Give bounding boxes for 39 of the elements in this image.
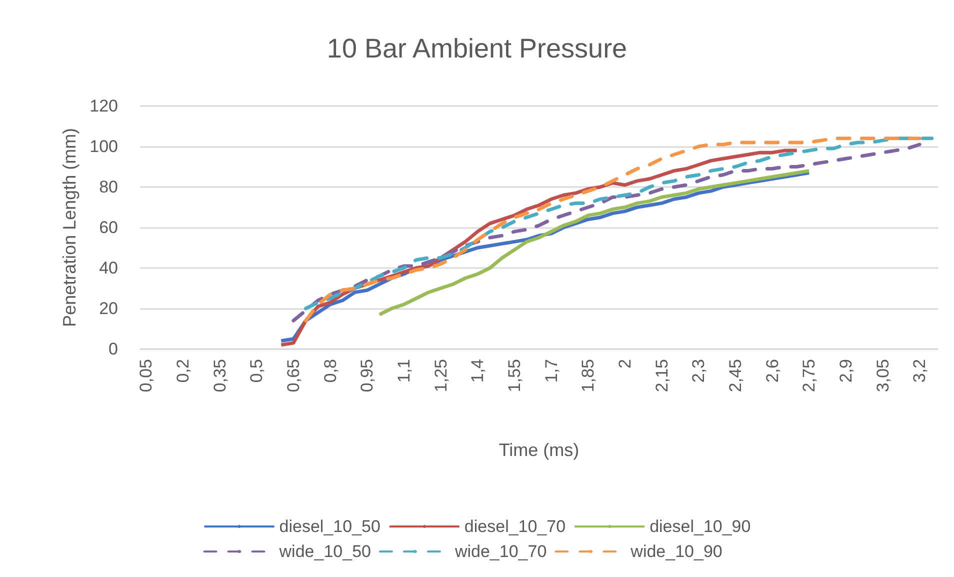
x-tick-label: 1,55	[504, 359, 524, 392]
chart-title: 10 Bar Ambient Pressure	[326, 34, 628, 64]
legend-label: wide_10_90	[630, 542, 722, 561]
x-tick-label: 1,7	[542, 359, 561, 383]
y-tick-label: 40	[99, 258, 118, 278]
y-tick-label: 20	[99, 299, 118, 318]
x-tick-label: 0,65	[284, 359, 303, 392]
legend-label: wide_10_50	[278, 542, 371, 561]
x-tick-label: 1,1	[394, 359, 414, 383]
x-tick-label: 0,2	[173, 359, 192, 383]
x-axis-title: Time (ms)	[498, 440, 580, 460]
x-tick-label: 0,5	[247, 359, 266, 383]
x-tick-label: 0,8	[320, 359, 340, 383]
x-tick-label: 1,4	[468, 359, 488, 383]
x-tick-label: 0,35	[210, 359, 230, 392]
x-tick-label: 1,85	[578, 359, 598, 392]
x-tick-label: 2,9	[836, 359, 856, 383]
legend-label: wide_10_70	[454, 542, 547, 561]
x-tick-label: 1,25	[431, 359, 450, 392]
y-axis-title: Penetration Length (mm)	[60, 128, 80, 328]
x-tick-label: 2,6	[762, 359, 782, 383]
y-tick-label: 60	[99, 218, 118, 237]
y-tick-label: 0	[108, 340, 118, 358]
x-tick-label: 3,05	[873, 359, 892, 392]
y-tick-label: 120	[90, 96, 118, 116]
x-tick-label: 2	[615, 359, 634, 368]
legend-label: diesel_10_70	[464, 517, 566, 536]
y-tick-label: 100	[90, 137, 118, 156]
legend-label: diesel_10_50	[279, 517, 380, 536]
x-tick-label: 2,3	[689, 359, 708, 383]
y-tick-label: 80	[99, 178, 118, 196]
line-series	[378, 169, 811, 316]
x-tick-label: 2,15	[652, 359, 672, 392]
legend-label: diesel_10_90	[650, 517, 751, 536]
x-tick-label: 3,2	[910, 359, 930, 383]
x-tick-label: 0,05	[136, 359, 156, 392]
x-tick-label: 2,45	[726, 359, 745, 392]
x-tick-label: 0,95	[358, 359, 377, 392]
x-tick-label: 2,75	[800, 359, 819, 392]
